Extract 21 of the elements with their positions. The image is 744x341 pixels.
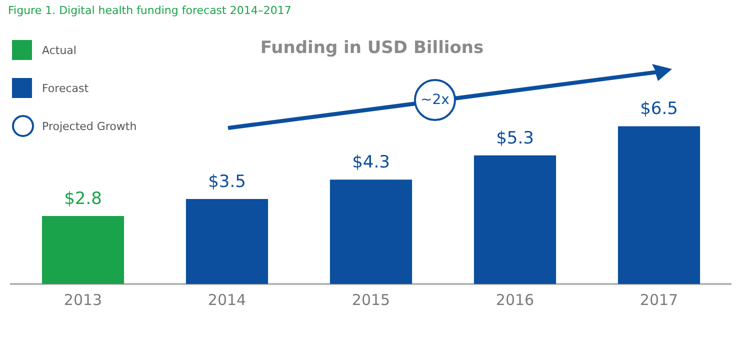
bar [618, 126, 700, 284]
x-tick-label: 2015 [352, 290, 390, 309]
annotation: Projected Growth [42, 120, 137, 132]
data-label: $2.8 [64, 188, 102, 209]
bar [186, 199, 268, 284]
text: ~2x [414, 79, 456, 121]
bar [42, 216, 124, 284]
data-label: $6.5 [640, 99, 678, 120]
chart-title: Figure 1. Digital health funding forecast 2014–2017 [8, 4, 292, 17]
legend-label: Actual [42, 44, 76, 56]
chart-subtitle: Funding in USD Billions [260, 38, 484, 58]
data-label: $4.3 [352, 152, 390, 173]
x-tick-label: 2014 [208, 290, 246, 309]
x-tick-label: 2016 [496, 290, 534, 309]
data-label: $5.3 [496, 128, 534, 148]
x-tick-label: 2017 [640, 290, 678, 309]
bar [474, 155, 556, 284]
bar [330, 180, 412, 284]
legend-label: Forecast [42, 82, 89, 94]
data-label: $3.5 [208, 172, 246, 192]
x-tick-label: 2013 [64, 290, 102, 309]
